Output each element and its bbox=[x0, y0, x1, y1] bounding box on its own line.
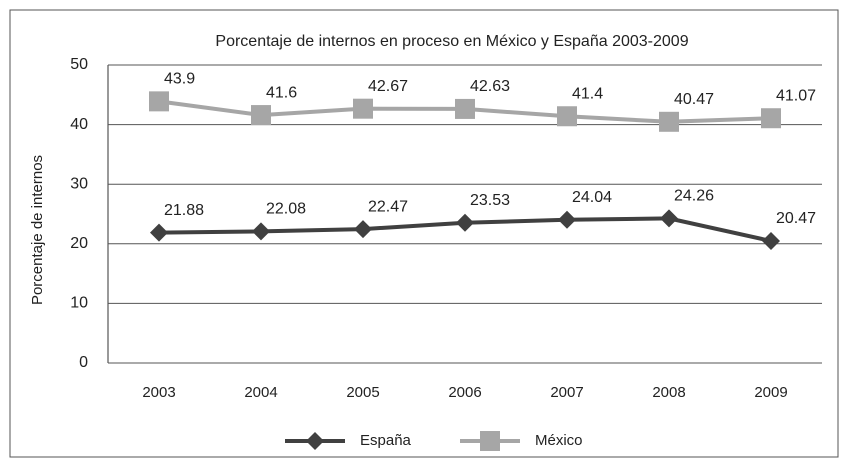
data-label: 23.53 bbox=[470, 192, 510, 209]
marker bbox=[354, 220, 372, 239]
x-tick-label: 2003 bbox=[142, 384, 175, 401]
legend-marker bbox=[306, 432, 324, 450]
y-tick-label: 10 bbox=[70, 295, 88, 312]
x-tick-label: 2004 bbox=[244, 384, 277, 401]
chart-title: Porcentaje de internos en proceso en Méx… bbox=[215, 33, 688, 50]
data-label: 42.63 bbox=[470, 78, 510, 95]
x-tick-label: 2008 bbox=[652, 384, 685, 401]
marker bbox=[150, 223, 168, 242]
marker bbox=[456, 213, 474, 232]
y-axis-label: Porcentaje de internos bbox=[29, 155, 46, 305]
marker bbox=[149, 91, 169, 112]
marker bbox=[557, 106, 577, 127]
data-label: 22.47 bbox=[368, 198, 408, 215]
data-label: 22.08 bbox=[266, 201, 306, 218]
marker bbox=[762, 231, 780, 250]
marker bbox=[761, 108, 781, 129]
legend-label: México bbox=[535, 432, 583, 449]
x-tick-label: 2007 bbox=[550, 384, 583, 401]
marker bbox=[558, 210, 576, 229]
marker bbox=[659, 111, 679, 132]
x-tick-label: 2005 bbox=[346, 384, 379, 401]
y-tick-label: 0 bbox=[79, 354, 88, 371]
x-tick-label: 2006 bbox=[448, 384, 481, 401]
legend-marker bbox=[480, 431, 500, 451]
data-label: 42.67 bbox=[368, 78, 408, 95]
data-label: 21.88 bbox=[164, 202, 204, 219]
x-tick-label: 2009 bbox=[754, 384, 787, 401]
y-tick-label: 30 bbox=[70, 175, 88, 192]
data-label: 43.9 bbox=[164, 71, 195, 88]
marker bbox=[660, 209, 678, 228]
legend-label: España bbox=[360, 432, 412, 449]
data-label: 20.47 bbox=[776, 210, 816, 227]
data-label: 24.26 bbox=[674, 188, 714, 205]
marker bbox=[252, 222, 270, 241]
data-label: 41.07 bbox=[776, 87, 816, 104]
data-label: 41.4 bbox=[572, 85, 603, 102]
data-label: 40.47 bbox=[674, 91, 714, 108]
chart-frame bbox=[9, 9, 839, 458]
y-tick-label: 40 bbox=[70, 116, 88, 133]
data-label: 24.04 bbox=[572, 189, 612, 206]
marker bbox=[353, 98, 373, 119]
marker bbox=[251, 105, 271, 126]
marker bbox=[455, 98, 475, 119]
data-label: 41.6 bbox=[266, 84, 297, 101]
y-tick-label: 20 bbox=[70, 235, 88, 252]
y-tick-label: 50 bbox=[70, 56, 88, 73]
